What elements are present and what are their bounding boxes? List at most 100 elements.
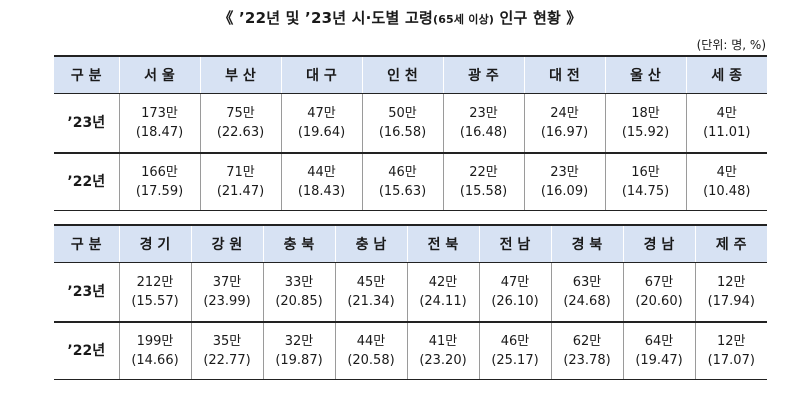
header-cell: 전 북 (406, 224, 479, 263)
table-row: ’22년 166만 (17.59) 71만 (21.47) 44만 (18.43) 4… (54, 153, 767, 211)
count-value: 63만 (572, 275, 602, 290)
header-row: 구 분 서 울 부 산 대 구 인 천 광 주 대 전 울 산 세 종 (54, 55, 767, 94)
header-cell: 구 분 (54, 55, 119, 94)
percent-value: (22.77) (203, 353, 251, 368)
data-cell: 47만 (19.64) (280, 93, 362, 154)
percent-value: (18.47) (135, 125, 184, 140)
percent-value: (11.01) (703, 125, 751, 140)
count-value: 212만 (136, 275, 174, 290)
percent-value: (15.58) (459, 184, 508, 199)
data-cell: 4만 (11.01) (685, 93, 767, 154)
percent-value: (15.57) (131, 294, 179, 309)
count-value: 45만 (356, 275, 386, 290)
elderly-population-table-provinces: 구 분 경 기 강 원 충 북 충 남 전 북 전 남 경 북 경 남 제 주 … (54, 224, 767, 380)
count-value: 41만 (428, 334, 458, 349)
data-cell: 35만 (22.77) (190, 322, 263, 380)
data-cell: 4만 (10.48) (685, 153, 767, 211)
percent-value: (14.66) (131, 353, 179, 368)
data-cell: 46만 (15.63) (361, 153, 443, 211)
data-cell: 42만 (24.11) (406, 262, 479, 323)
percent-value: (16.97) (540, 125, 589, 140)
percent-value: (10.48) (703, 184, 751, 199)
percent-value: (15.63) (378, 184, 427, 199)
data-cell: 16만 (14.75) (604, 153, 686, 211)
percent-value: (26.10) (491, 294, 539, 309)
count-value: 24만 (550, 106, 579, 121)
count-value: 33만 (284, 275, 314, 290)
percent-value: (21.47) (216, 184, 265, 199)
header-cell: 충 북 (262, 224, 335, 263)
data-cell: 32만 (19.87) (262, 322, 335, 380)
data-cell: 63만 (24.68) (550, 262, 623, 323)
title-note: (65세 이상) (432, 13, 495, 26)
data-cell: 62만 (23.78) (550, 322, 623, 380)
count-value: 35만 (212, 334, 242, 349)
count-value: 50만 (388, 106, 417, 121)
data-cell: 23만 (16.48) (442, 93, 524, 154)
header-cell: 세 종 (685, 55, 767, 94)
count-value: 46만 (388, 165, 417, 180)
table-row: ’23년 173만 (18.47) 75만 (22.63) 47만 (19.64) 5… (54, 93, 767, 154)
percent-value: (23.99) (203, 294, 251, 309)
data-cell: 67만 (20.60) (622, 262, 695, 323)
count-value: 32만 (284, 334, 314, 349)
percent-value: (17.59) (135, 184, 184, 199)
elderly-population-table-metros: 구 분 서 울 부 산 대 구 인 천 광 주 대 전 울 산 세 종 ’23년… (54, 55, 767, 211)
data-cell: 212만 (15.57) (118, 262, 191, 323)
percent-value: (23.78) (563, 353, 611, 368)
header-row: 구 분 경 기 강 원 충 북 충 남 전 북 전 남 경 북 경 남 제 주 (54, 224, 767, 263)
data-cell: 18만 (15.92) (604, 93, 686, 154)
count-value: 199만 (136, 334, 174, 349)
count-value: 64만 (644, 334, 674, 349)
title-suffix: 인구 현황 》 (494, 9, 582, 27)
percent-value: (19.64) (297, 125, 346, 140)
row-label: ’22년 (54, 153, 119, 211)
data-cell: 71만 (21.47) (199, 153, 281, 211)
header-cell: 전 남 (478, 224, 551, 263)
unit-note: (단위: 명, %) (696, 38, 766, 52)
percent-value: (20.85) (275, 294, 323, 309)
count-value: 75만 (226, 106, 255, 121)
header-cell: 광 주 (442, 55, 524, 94)
data-cell: 37만 (23.99) (190, 262, 263, 323)
header-cell: 경 남 (622, 224, 695, 263)
count-value: 4만 (716, 106, 737, 121)
percent-value: (22.63) (216, 125, 265, 140)
count-value: 23만 (550, 165, 579, 180)
count-value: 71만 (226, 165, 255, 180)
count-value: 12만 (716, 275, 746, 290)
title-prefix: 《 ’22년 및 ’23년 시·도별 고령 (218, 9, 433, 27)
data-cell: 33만 (20.85) (262, 262, 335, 323)
data-cell: 44만 (18.43) (280, 153, 362, 211)
data-cell: 46만 (25.17) (478, 322, 551, 380)
header-cell: 부 산 (199, 55, 281, 94)
percent-value: (18.43) (297, 184, 346, 199)
data-cell: 24만 (16.97) (523, 93, 605, 154)
header-cell: 구 분 (54, 224, 119, 263)
header-cell: 서 울 (118, 55, 200, 94)
header-cell: 강 원 (190, 224, 263, 263)
data-cell: 23만 (16.09) (523, 153, 605, 211)
document-title: 《 ’22년 및 ’23년 시·도별 고령(65세 이상) 인구 현황 》 (0, 7, 800, 28)
data-cell: 12만 (17.94) (694, 262, 767, 323)
percent-value: (24.11) (419, 294, 467, 309)
count-value: 12만 (716, 334, 746, 349)
percent-value: (21.34) (347, 294, 395, 309)
header-cell: 충 남 (334, 224, 407, 263)
data-cell: 22만 (15.58) (442, 153, 524, 211)
header-cell: 제 주 (694, 224, 767, 263)
percent-value: (16.48) (459, 125, 508, 140)
percent-value: (20.60) (635, 294, 683, 309)
percent-value: (16.09) (540, 184, 589, 199)
row-label: ’23년 (54, 262, 119, 323)
percent-value: (19.47) (635, 353, 683, 368)
count-value: 42만 (428, 275, 458, 290)
data-cell: 12만 (17.07) (694, 322, 767, 380)
row-label: ’23년 (54, 93, 119, 154)
count-value: 37만 (212, 275, 242, 290)
data-cell: 50만 (16.58) (361, 93, 443, 154)
table-row: ’22년 199만 (14.66) 35만 (22.77) 32만 (19.87) 4… (54, 322, 767, 380)
percent-value: (20.58) (347, 353, 395, 368)
percent-value: (23.20) (419, 353, 467, 368)
percent-value: (17.07) (707, 353, 755, 368)
